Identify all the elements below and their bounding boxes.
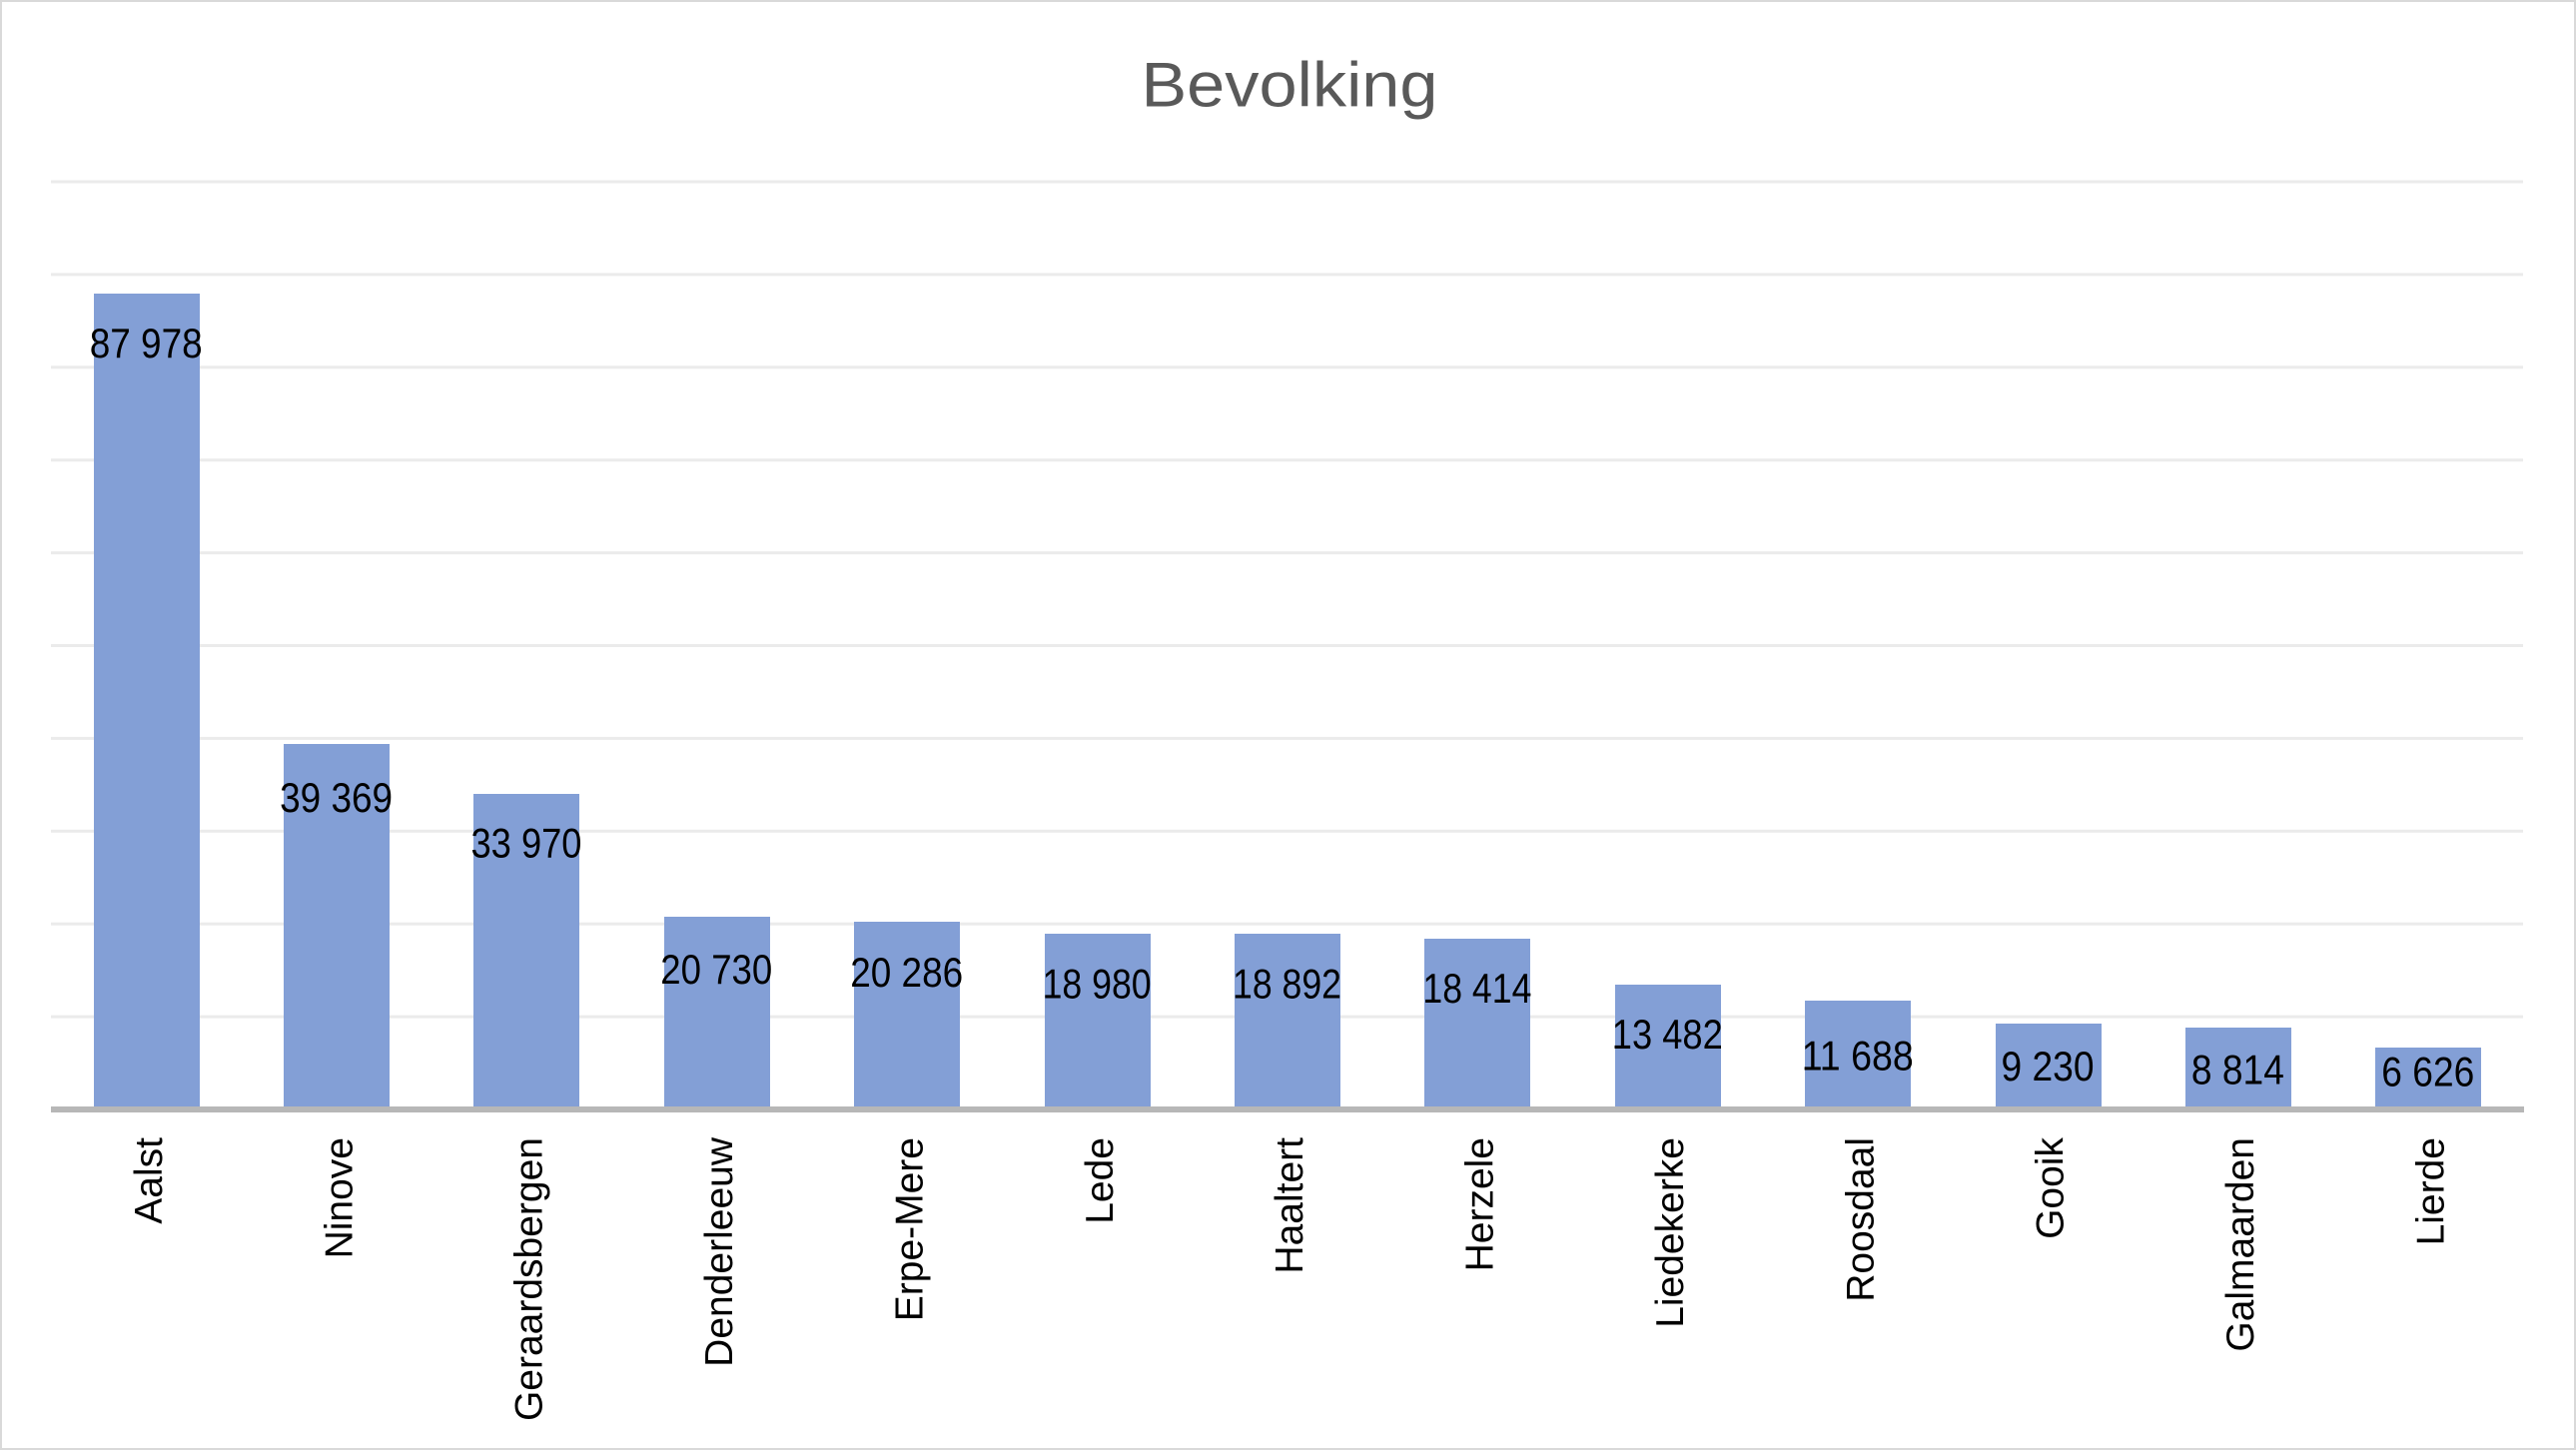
- svg-text:20 730: 20 730: [660, 946, 772, 993]
- svg-text:9 230: 9 230: [2002, 1043, 2095, 1089]
- svg-text:18 980: 18 980: [1043, 961, 1152, 1008]
- svg-text:87 978: 87 978: [90, 320, 203, 366]
- svg-text:Haaltert: Haaltert: [1269, 1137, 1311, 1274]
- svg-text:Aalst: Aalst: [128, 1137, 171, 1224]
- svg-text:Liedekerke: Liedekerke: [1649, 1137, 1692, 1328]
- svg-text:33 970: 33 970: [471, 820, 582, 867]
- svg-text:8 814: 8 814: [2191, 1047, 2284, 1093]
- svg-text:18 892: 18 892: [1233, 961, 1341, 1008]
- svg-text:Lede: Lede: [1079, 1137, 1122, 1224]
- svg-text:Gooik: Gooik: [2030, 1137, 2073, 1239]
- svg-text:6 626: 6 626: [2381, 1049, 2474, 1095]
- svg-text:11 688: 11 688: [1802, 1033, 1914, 1080]
- svg-text:39 369: 39 369: [280, 774, 393, 821]
- svg-text:Herzele: Herzele: [1459, 1137, 1502, 1271]
- svg-text:Roosdaal: Roosdaal: [1839, 1137, 1882, 1302]
- svg-text:Lierde: Lierde: [2410, 1137, 2453, 1245]
- svg-text:Geraardsbergen: Geraardsbergen: [508, 1137, 551, 1421]
- svg-text:20 286: 20 286: [850, 949, 963, 996]
- svg-text:Bevolking: Bevolking: [1142, 51, 1438, 121]
- svg-text:13 482: 13 482: [1612, 1011, 1723, 1058]
- svg-text:18 414: 18 414: [1422, 965, 1531, 1012]
- svg-text:Ninove: Ninove: [318, 1137, 361, 1258]
- svg-text:Denderleeuw: Denderleeuw: [698, 1136, 741, 1367]
- svg-text:Galmaarden: Galmaarden: [2219, 1137, 2262, 1352]
- svg-text:Erpe-Mere: Erpe-Mere: [888, 1137, 931, 1321]
